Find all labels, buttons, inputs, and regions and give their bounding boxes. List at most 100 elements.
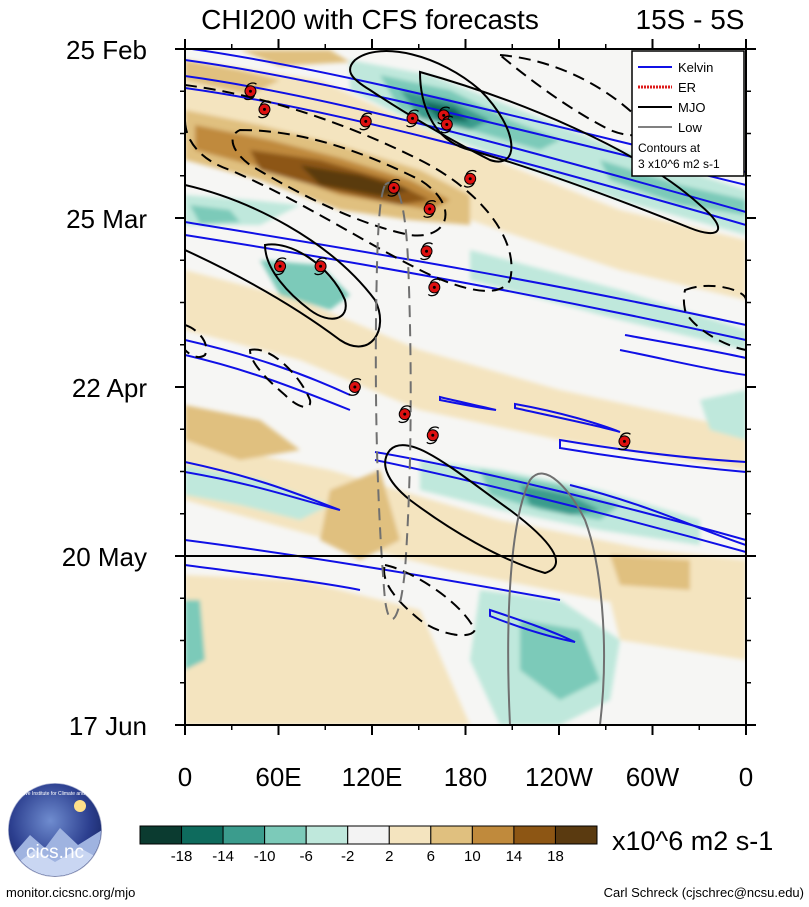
cicsnc-logo: Cooperative Institute for Climate and Sa… (4, 782, 107, 878)
footer-website: monitor.cicsnc.org/mjo (6, 885, 135, 900)
colorbar-swatch (513, 825, 556, 845)
logo-ring-text: Cooperative Institute for Climate and Sa… (4, 791, 107, 797)
shade-region (185, 270, 746, 470)
kelvin-contour (185, 539, 561, 601)
legend: Kelvin ER MJO Low Contours at 3 x10^6 m2… (631, 50, 745, 177)
kelvin-contour (439, 395, 497, 411)
cyclone-marker (420, 242, 434, 261)
colorbar-swatch (181, 825, 224, 845)
cyclone-marker (440, 115, 454, 134)
colorbar-unit: x10^6 m2 s-1 (612, 826, 773, 856)
colorbar-label: -10 (254, 848, 276, 865)
cyclone-marker (426, 426, 440, 445)
shade-region (185, 575, 470, 725)
kelvin-contour (185, 75, 746, 227)
cyclone-layer (243, 82, 631, 451)
x-tick-label: 60W (626, 762, 680, 792)
kelvin-contour (374, 451, 746, 554)
cyclone-marker (437, 106, 451, 125)
kelvin-contour (514, 402, 621, 433)
chart-title: CHI200 with CFS forecasts (201, 4, 539, 35)
kelvin-contour (185, 49, 746, 187)
shade-region (520, 620, 600, 700)
mjo-contour (383, 563, 477, 637)
mjo-contour (185, 84, 513, 292)
shade-region (240, 50, 350, 66)
colorbar-swatch (554, 825, 598, 845)
mjo-contours (185, 50, 720, 575)
kelvin-contour (489, 608, 576, 643)
mjo-contour (349, 50, 513, 163)
colorbar-swatch (347, 825, 390, 845)
legend-label-kelvin: Kelvin (678, 60, 713, 75)
low-contour (507, 472, 606, 725)
low-contours (374, 181, 606, 725)
colorbar-label: 2 (385, 848, 393, 865)
legend-box (631, 50, 745, 177)
low-contour (374, 181, 412, 621)
y-axis-labels: 25 Feb 25 Mar 22 Apr 20 May 17 Jun (62, 35, 148, 741)
footer-author: Carl Schreck (cjschrec@ncsu.edu) (604, 885, 804, 900)
colorbar-swatch (430, 825, 473, 845)
mjo-contour (263, 243, 347, 320)
colorbar-swatch (264, 825, 307, 845)
y-tick-label: 22 Apr (72, 373, 148, 403)
colorbar-label: 14 (506, 848, 523, 865)
colorbar-label: 6 (427, 848, 435, 865)
cyclone-marker (359, 112, 373, 131)
x-axis-labels: 0 60E 120E 180 120W 60W 0 (178, 762, 753, 792)
kelvin-contours (185, 49, 746, 643)
colorbar-swatch (222, 825, 266, 845)
y-tick-label: 25 Feb (66, 35, 147, 65)
mjo-contour (231, 128, 447, 237)
shade-region (190, 205, 240, 224)
x-tick-label: 120E (342, 762, 403, 792)
cyclone-marker (463, 169, 477, 188)
cyclone-marker (617, 432, 631, 451)
legend-note-2: 3 x10^6 m2 s-1 (638, 157, 720, 171)
shade-region (300, 165, 410, 196)
kelvin-contour (619, 349, 746, 376)
cyclone-marker (398, 405, 412, 424)
cyclone-marker (273, 257, 287, 276)
legend-note-1: Contours at (638, 141, 701, 155)
kelvin-contour (624, 334, 746, 359)
shade-region (610, 555, 690, 590)
x-tick-label: 0 (178, 762, 192, 792)
legend-label-mjo: MJO (678, 100, 705, 115)
mjo-contour (384, 444, 557, 575)
cyclone-marker (348, 378, 362, 396)
cyclone-marker (406, 109, 419, 128)
colorbar-label: -14 (212, 848, 234, 865)
colorbar-swatch (305, 825, 349, 845)
kelvin-contour (185, 461, 341, 511)
x-tick-label: 180 (444, 762, 487, 792)
y-tick-label: 20 May (62, 542, 147, 572)
shade-region (185, 60, 280, 95)
cyclone-marker (387, 178, 401, 197)
axis-ticks (175, 39, 756, 735)
mjo-contour (185, 324, 208, 359)
y-tick-label: 25 Mar (66, 204, 147, 234)
shade-region (700, 390, 746, 440)
colorbar-swatch (388, 825, 432, 845)
legend-label-low: Low (678, 120, 702, 135)
colorbar-swatch (139, 825, 183, 845)
legend-label-er: ER (678, 80, 696, 95)
shade-region (185, 405, 300, 460)
colorbar-swatch (471, 825, 515, 845)
mjo-contour (185, 184, 381, 348)
cyclone-marker (423, 200, 437, 218)
cyclone-marker (314, 257, 328, 276)
x-tick-label: 60E (255, 762, 301, 792)
shade-region (185, 600, 205, 670)
mjo-contour (418, 70, 720, 235)
colorbar: -18 -14 -10 -6 -2 2 6 10 14 18 (139, 825, 598, 865)
mjo-contour (682, 284, 746, 352)
region-label: 15S - 5S (636, 4, 745, 35)
kelvin-contour (569, 484, 746, 546)
cyclone-marker (258, 100, 271, 119)
cyclone-marker (427, 278, 441, 297)
y-tick-label: 17 Jun (69, 711, 147, 741)
